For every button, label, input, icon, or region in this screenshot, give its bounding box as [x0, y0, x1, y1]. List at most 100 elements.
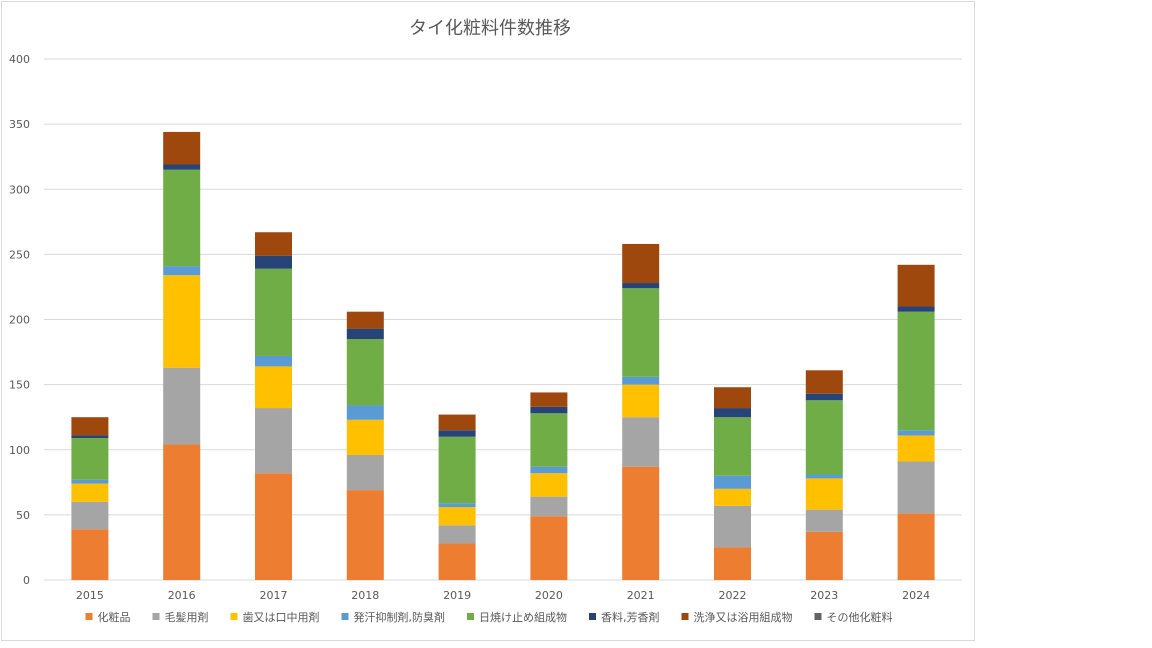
- bar-segment: [438, 525, 476, 544]
- bar-segment: [622, 288, 660, 377]
- legend-swatch: [814, 613, 822, 620]
- bar-segment: [438, 430, 476, 437]
- bar-segment: [897, 430, 935, 436]
- y-tick-label: 250: [9, 248, 30, 261]
- x-tick-label: 2015: [76, 589, 104, 602]
- bar-segment: [438, 543, 476, 580]
- legend-item: 毛髪用剤: [152, 610, 209, 624]
- bar-segment: [71, 417, 109, 436]
- y-tick-label: 50: [16, 509, 30, 522]
- legend-item: 香料,芳香剤: [589, 610, 660, 624]
- legend-label: 発汗抑制剤,防臭剤: [354, 610, 446, 624]
- legend-swatch: [467, 613, 474, 620]
- bar-segment: [163, 444, 201, 580]
- legend-item: 発汗抑制剤,防臭剤: [341, 610, 446, 624]
- bar-segment: [530, 406, 568, 414]
- legend-item: 日焼け止め組成物: [467, 610, 567, 624]
- x-tick-label: 2019: [443, 589, 471, 602]
- bar-segment: [163, 164, 201, 170]
- bar-segment: [530, 473, 568, 497]
- legend-swatch: [589, 613, 596, 620]
- bar-segment: [622, 384, 660, 418]
- bar-segment: [163, 266, 201, 276]
- bar-segment: [530, 516, 568, 580]
- legend-item: 洗浄又は浴用組成物: [681, 610, 793, 624]
- bar-segment: [530, 466, 568, 474]
- bar-segment: [255, 232, 292, 256]
- bar-segment: [255, 268, 292, 356]
- bar-segment: [714, 408, 751, 418]
- bar-segment: [438, 436, 476, 504]
- bar-segment: [714, 488, 751, 506]
- y-tick-label: 350: [9, 118, 30, 131]
- bar-segment: [346, 454, 384, 491]
- x-tick-label: 2016: [168, 589, 196, 602]
- bar-segment: [805, 531, 843, 580]
- bar-segment: [805, 370, 843, 394]
- chart-title: タイ化粧料件数推移: [409, 18, 571, 39]
- bar-segment: [163, 169, 201, 267]
- legend: 化粧品 毛髪用剤 歯又は口中用剤 発汗抑制剤,防臭剤 日焼け止め組成物 香料,芳香剤 洗浄又…: [85, 610, 893, 624]
- bar-segment: [346, 490, 384, 580]
- x-tick-label: 2021: [627, 589, 655, 602]
- x-axis-ticks: 2015 2016 2017 2018 2019 2020 2021 2022 2023 2024: [76, 589, 930, 602]
- chart-area: タイ化粧料件数推移 0 50 100 150 200 250 300 350 400 2015 2…: [1, 1, 975, 641]
- bar-segment: [346, 419, 384, 455]
- bar-segment: [805, 393, 843, 401]
- bar-segment: [530, 496, 568, 517]
- x-tick-label: 2023: [810, 589, 838, 602]
- bar-segment: [438, 503, 476, 508]
- bar-segment: [255, 255, 292, 269]
- x-tick-label: 2024: [902, 589, 930, 602]
- y-tick-label: 0: [23, 574, 30, 587]
- bar-segment: [255, 473, 292, 580]
- bar-segment: [897, 435, 935, 462]
- y-tick-label: 100: [9, 444, 30, 457]
- bar-segment: [805, 474, 843, 479]
- bar-segment: [163, 131, 201, 165]
- bar-segment: [163, 367, 201, 445]
- x-tick-label: 2017: [260, 589, 288, 602]
- bar-segment: [622, 283, 660, 289]
- legend-label: 日焼け止め組成物: [479, 610, 567, 624]
- legend-label: 化粧品: [98, 610, 131, 624]
- bar-segment: [897, 311, 935, 431]
- y-tick-label: 200: [9, 314, 30, 327]
- bar-segment: [71, 479, 109, 484]
- bar-segment: [897, 264, 935, 307]
- y-tick-label: 150: [9, 379, 30, 392]
- bar-segment: [622, 376, 660, 385]
- bar-segment: [346, 328, 384, 340]
- legend-item: 歯又は口中用剤: [230, 610, 320, 624]
- bar-segment: [805, 509, 843, 532]
- bar-segment: [714, 547, 751, 580]
- legend-label: 洗浄又は浴用組成物: [694, 610, 793, 624]
- y-axis-ticks: 0 50 100 150 200 250 300 350 400: [9, 53, 30, 587]
- bar-segment: [438, 507, 476, 526]
- bar-segment: [530, 392, 568, 407]
- bar-segment: [714, 475, 751, 489]
- bar-segment: [622, 417, 660, 467]
- bar-segment: [255, 408, 292, 474]
- y-tick-label: 400: [9, 53, 30, 66]
- bar-segment: [346, 311, 384, 329]
- bar-segment: [805, 400, 843, 475]
- legend-label: 歯又は口中用剤: [243, 610, 320, 624]
- bar-segment: [71, 529, 109, 580]
- bar-segment: [438, 414, 476, 431]
- legend-swatch: [85, 613, 93, 620]
- bar-segment: [163, 275, 201, 368]
- y-tick-label: 300: [9, 183, 30, 196]
- bar-segment: [714, 387, 751, 409]
- x-tick-label: 2020: [535, 589, 563, 602]
- bar-segment: [897, 513, 935, 580]
- legend-swatch: [230, 613, 238, 620]
- legend-label: その他化粧料: [827, 610, 893, 624]
- x-tick-label: 2022: [719, 589, 747, 602]
- bar-segment: [897, 461, 935, 514]
- bar-segment: [71, 501, 109, 530]
- legend-swatch: [341, 613, 349, 620]
- legend-swatch: [152, 613, 160, 620]
- bars: [71, 131, 935, 580]
- bar-segment: [346, 405, 384, 420]
